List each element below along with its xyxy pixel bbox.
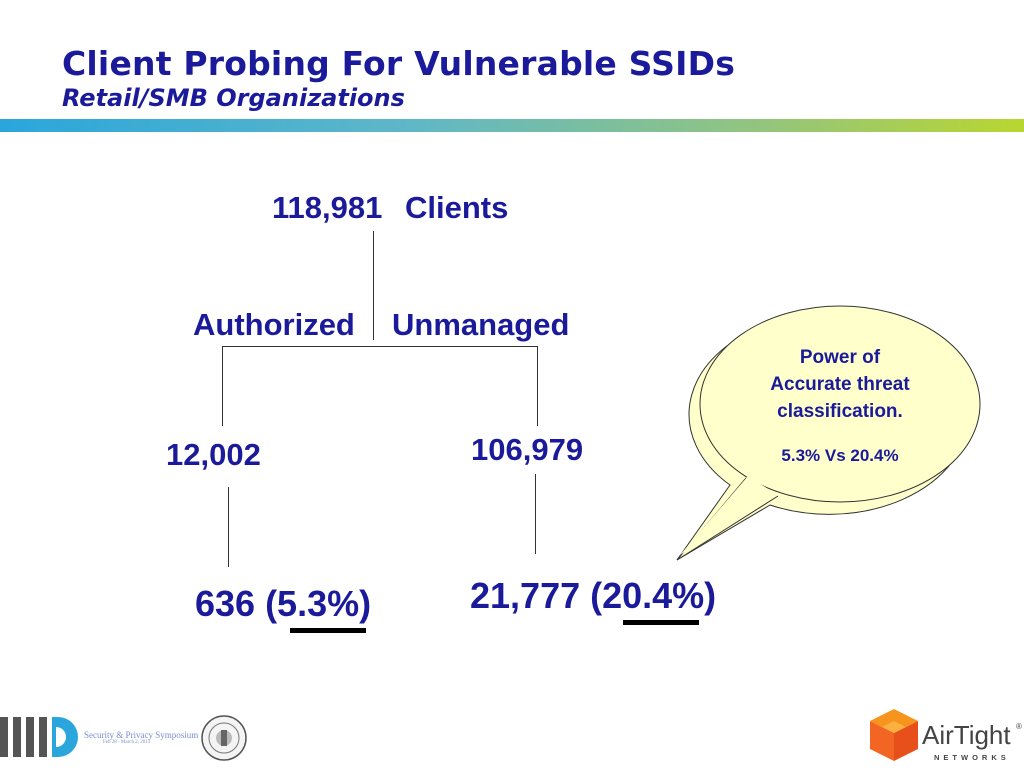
- left-branch-connector: [222, 346, 223, 426]
- institute-seal-icon: [201, 715, 247, 761]
- callout-bubble: [676, 305, 981, 561]
- event-title: Security & Privacy Symposium: [84, 730, 199, 740]
- right-result-connector: [535, 474, 536, 554]
- authorized-vulnerable-result: 636 (5.3%): [195, 583, 372, 624]
- slide-subtitle: Retail/SMB Organizations: [62, 84, 405, 112]
- root-connector: [373, 231, 374, 340]
- branch-unmanaged-label: Unmanaged: [392, 307, 570, 342]
- airtight-brand-name: AirTight: [922, 720, 1011, 750]
- airtight-cube-icon: [870, 709, 918, 761]
- branch-horizontal-connector: [222, 346, 538, 347]
- branch-authorized-label: Authorized: [193, 307, 355, 342]
- callout-line-2: Accurate threat: [770, 374, 910, 395]
- unmanaged-count: 106,979: [471, 432, 584, 467]
- institute-logo-icon: [0, 717, 78, 757]
- callout-comparison: 5.3% Vs 20.4%: [781, 446, 899, 465]
- header-gradient-bar: [0, 119, 1024, 132]
- event-dates: Feb 28 - March 2, 2013: [103, 740, 151, 745]
- right-result-underline: [623, 620, 699, 625]
- registered-mark: ®: [1016, 722, 1022, 731]
- slide-title: Client Probing For Vulnerable SSIDs: [62, 44, 736, 83]
- airtight-tagline: NETWORKS: [934, 753, 1010, 762]
- unmanaged-vulnerable-result: 21,777 (20.4%): [470, 575, 717, 616]
- callout-line-3: classification.: [777, 401, 903, 422]
- authorized-count: 12,002: [166, 437, 261, 472]
- root-label: Clients: [405, 190, 509, 225]
- left-result-connector: [228, 487, 229, 567]
- callout-line-1: Power of: [799, 347, 881, 368]
- right-branch-connector: [537, 346, 538, 426]
- left-result-underline: [290, 628, 366, 633]
- callout-text: Power of Accurate threat classification.…: [745, 344, 935, 469]
- root-count: 118,981: [272, 190, 383, 225]
